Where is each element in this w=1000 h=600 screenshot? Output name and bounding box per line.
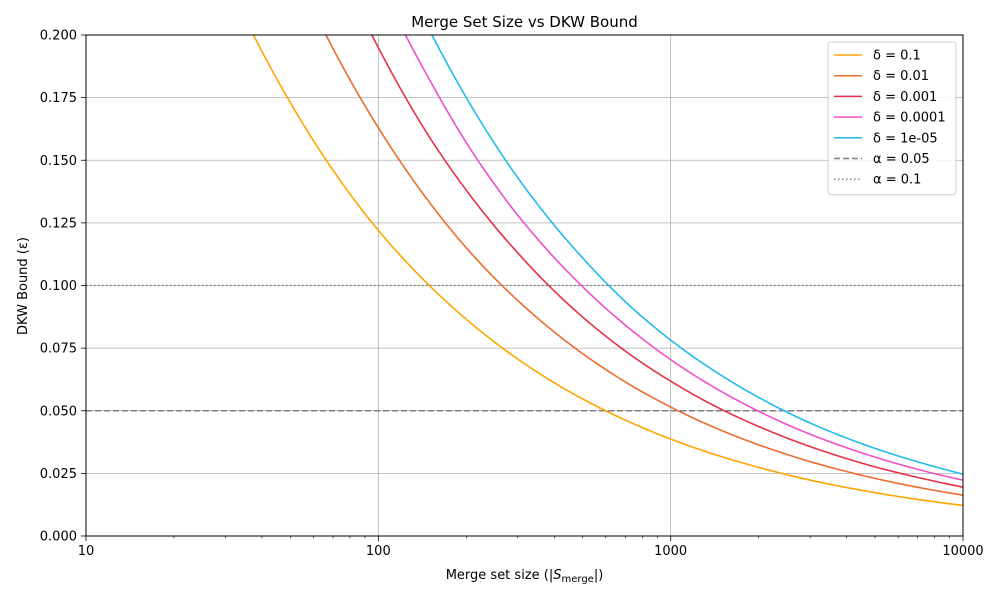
series-line: [325, 34, 964, 496]
chart-title: Merge Set Size vs DKW Bound: [411, 13, 637, 31]
series-line: [252, 34, 964, 507]
series-line: [404, 34, 964, 481]
x-axis-title: Merge set size (|Smerge|): [446, 568, 604, 585]
y-tick-label: 0.000: [40, 530, 77, 545]
legend-box: [827, 41, 957, 196]
legend-label: δ = 1e-05: [873, 131, 938, 146]
x-tick-label: 10: [78, 544, 95, 559]
legend-label: δ = 0.001: [873, 90, 937, 105]
x-tick-label: 10000: [942, 544, 983, 559]
y-axis-title: DKW Bound (ε): [16, 237, 31, 335]
x-tick-label: 100: [366, 544, 391, 559]
y-tick-label: 0.025: [40, 467, 77, 482]
y-tick-label: 0.150: [40, 154, 77, 169]
y-tick-label: 0.175: [40, 91, 77, 106]
curves: [252, 34, 964, 507]
legend: δ = 0.1 δ = 0.01 δ = 0.001 δ = 0.0001 δ = 1e…: [827, 41, 957, 196]
series-line: [431, 34, 964, 475]
y-tick-label: 0.075: [40, 342, 77, 357]
threshold-lines: [86, 284, 963, 412]
legend-label: δ = 0.1: [873, 49, 921, 64]
x-tick-label: 1000: [654, 544, 687, 559]
y-tick-label: 0.050: [40, 404, 77, 419]
legend-label: δ = 0.0001: [873, 111, 946, 126]
y-tick-label: 0.200: [40, 29, 77, 44]
legend-label: δ = 0.01: [873, 69, 929, 84]
x-axis-ticks: 10 100 1000 10000: [78, 536, 984, 559]
y-axis-ticks: 0.000 0.025 0.050 0.075 0.100 0.125 0.150 0.175…: [40, 29, 86, 545]
legend-label: α = 0.05: [873, 152, 930, 167]
y-tick-label: 0.100: [40, 279, 77, 294]
legend-label: α = 0.1: [873, 173, 921, 188]
y-tick-label: 0.125: [40, 216, 77, 231]
series-line: [371, 34, 964, 488]
